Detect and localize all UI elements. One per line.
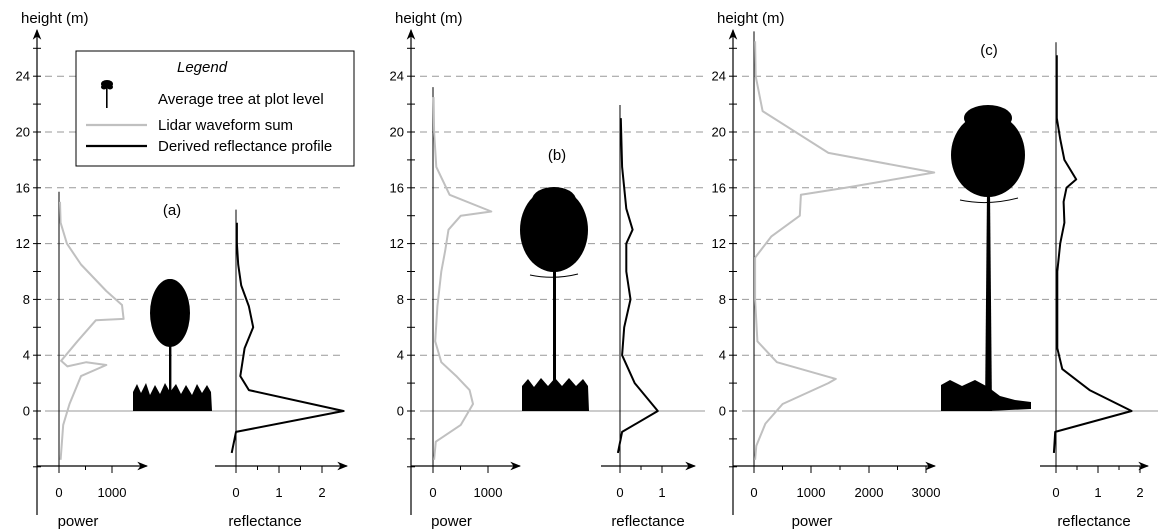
height-axis-label: height (m) bbox=[395, 10, 463, 27]
reflectance-x-tick-label: 0 bbox=[232, 485, 239, 500]
height-tick-label: 16 bbox=[712, 180, 726, 195]
power-x-tick-label: 1000 bbox=[98, 485, 127, 500]
height-tick-label: 4 bbox=[397, 348, 404, 363]
height-tick-label: 20 bbox=[16, 125, 30, 140]
reflectance-profile-line bbox=[230, 222, 345, 454]
power-x-tick-label: 0 bbox=[750, 485, 757, 500]
height-tick-label: 8 bbox=[23, 292, 30, 307]
reflectance-x-tick-label: 2 bbox=[318, 485, 325, 500]
legend-reflectance-label: Derived reflectance profile bbox=[158, 138, 332, 155]
reflectance-axis-title: reflectance bbox=[1057, 513, 1130, 530]
power-x-tick-label: 1000 bbox=[474, 485, 503, 500]
reflectance-x-tick-label: 2 bbox=[1136, 485, 1143, 500]
tree-silhouette-b bbox=[520, 187, 589, 411]
height-tick-label: 8 bbox=[397, 292, 404, 307]
height-tick-label: 12 bbox=[712, 236, 726, 251]
reflectance-x-tick-label: 0 bbox=[616, 485, 623, 500]
height-tick-label: 20 bbox=[712, 125, 726, 140]
height-tick-label: 16 bbox=[390, 180, 404, 195]
tree-silhouette-c bbox=[941, 105, 1031, 411]
power-x-tick-label: 2000 bbox=[855, 485, 884, 500]
height-tick-label: 16 bbox=[16, 180, 30, 195]
power-x-tick-label: 0 bbox=[429, 485, 436, 500]
legend-title: Legend bbox=[177, 59, 228, 76]
legend-tree-icon bbox=[101, 80, 113, 108]
lidar-waveform-line bbox=[59, 201, 125, 460]
legend: Legend Average tree at plot level Lidar … bbox=[75, 50, 355, 167]
panel-label: (b) bbox=[548, 147, 566, 164]
height-tick-label: 20 bbox=[390, 125, 404, 140]
height-tick-label: 0 bbox=[397, 404, 404, 419]
height-tick-label: 24 bbox=[712, 69, 726, 84]
reflectance-x-tick-label: 1 bbox=[658, 485, 665, 500]
power-axis-title: power bbox=[431, 513, 472, 530]
lidar-waveform-line bbox=[432, 97, 493, 460]
height-tick-label: 24 bbox=[16, 69, 30, 84]
reflectance-x-tick-label: 0 bbox=[1052, 485, 1059, 500]
panel-label: (c) bbox=[980, 42, 998, 59]
lidar-waveform-line bbox=[754, 41, 936, 460]
height-axis-label: height (m) bbox=[717, 10, 785, 27]
reflectance-axis-title: reflectance bbox=[228, 513, 301, 530]
legend-lidar-label: Lidar waveform sum bbox=[158, 117, 293, 134]
power-x-tick-label: 1000 bbox=[797, 485, 826, 500]
height-tick-label: 0 bbox=[719, 404, 726, 419]
panel-label: (a) bbox=[163, 202, 181, 219]
power-axis-title: power bbox=[792, 513, 833, 530]
height-axis-label: height (m) bbox=[21, 10, 89, 27]
height-tick-label: 12 bbox=[390, 236, 404, 251]
reflectance-axis-title: reflectance bbox=[611, 513, 684, 530]
height-tick-label: 4 bbox=[719, 348, 726, 363]
height-tick-label: 8 bbox=[719, 292, 726, 307]
height-tick-label: 12 bbox=[16, 236, 30, 251]
legend-tree-label: Average tree at plot level bbox=[158, 91, 324, 108]
power-x-tick-label: 0 bbox=[55, 485, 62, 500]
reflectance-profile-line bbox=[616, 118, 659, 454]
tree-silhouette-a bbox=[133, 279, 212, 411]
reflectance-x-tick-label: 1 bbox=[1094, 485, 1101, 500]
height-tick-label: 4 bbox=[23, 348, 30, 363]
reflectance-x-tick-label: 1 bbox=[275, 485, 282, 500]
height-tick-label: 24 bbox=[390, 69, 404, 84]
reflectance-profile-line bbox=[1052, 55, 1133, 453]
power-x-tick-label: 3000 bbox=[912, 485, 941, 500]
power-axis-title: power bbox=[58, 513, 99, 530]
height-tick-label: 0 bbox=[23, 404, 30, 419]
